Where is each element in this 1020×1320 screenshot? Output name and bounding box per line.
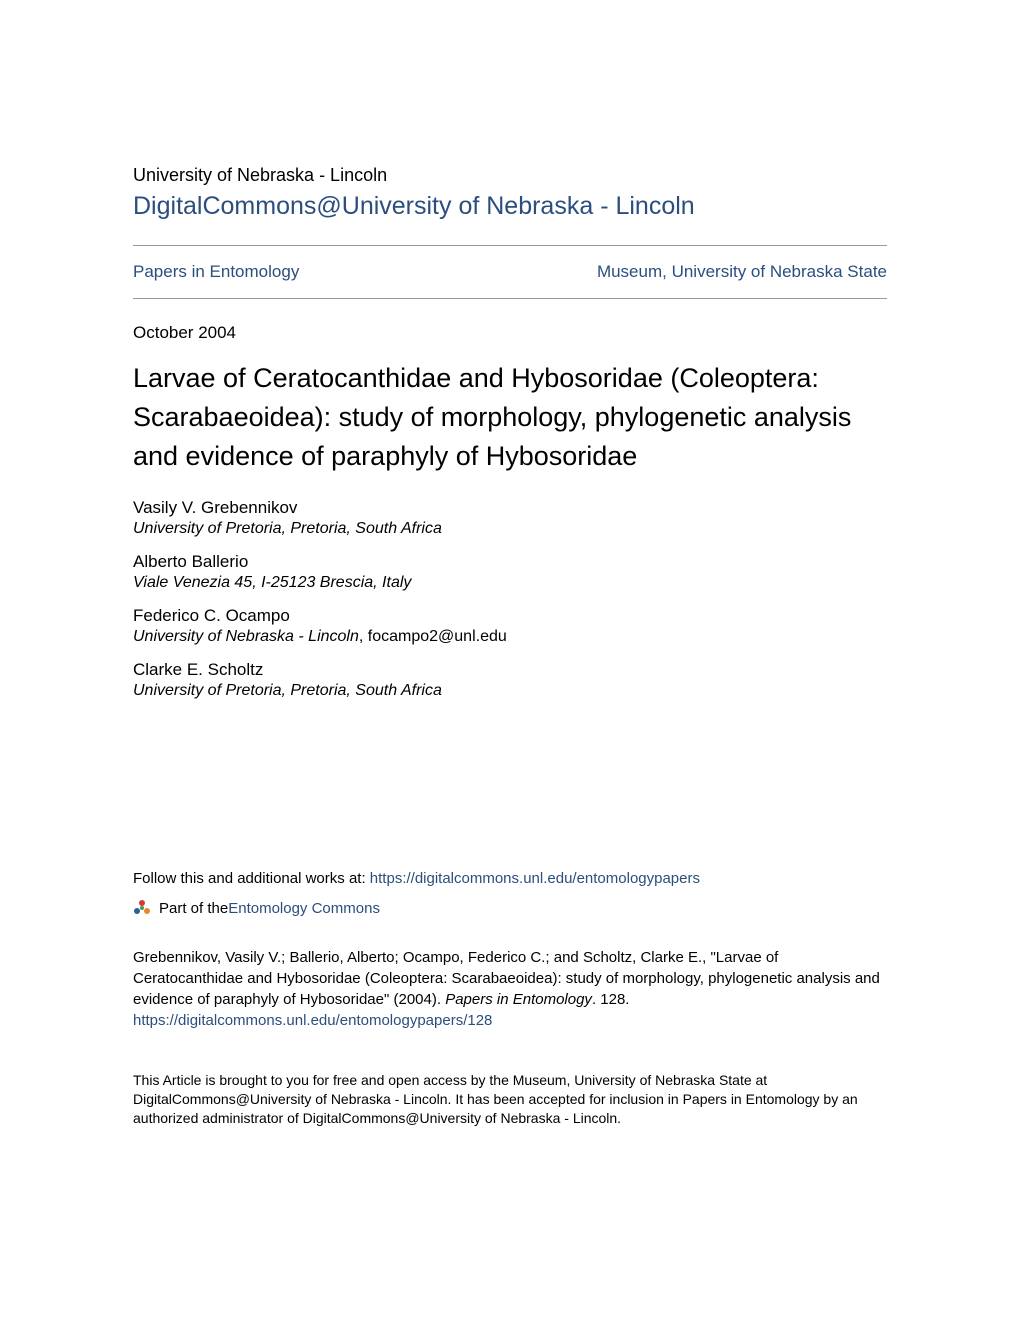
- header-block: University of Nebraska - Lincoln Digital…: [133, 165, 887, 221]
- footer-text: This Article is brought to you for free …: [133, 1071, 887, 1128]
- author-affiliation: University of Pretoria, Pretoria, South …: [133, 520, 887, 538]
- part-of-prefix: Part of the: [159, 900, 228, 917]
- part-of-row: Part of the Entomology Commons: [133, 899, 887, 917]
- author-affiliation: University of Nebraska - Lincoln, focamp…: [133, 628, 887, 646]
- follow-url-link[interactable]: https://digitalcommons.unl.edu/entomolog…: [370, 870, 700, 887]
- breadcrumb: Papers in Entomology Museum, University …: [133, 246, 887, 298]
- follow-section: Follow this and additional works at: htt…: [133, 870, 887, 887]
- repository-link[interactable]: DigitalCommons@University of Nebraska - …: [133, 192, 887, 221]
- divider-bottom: [133, 298, 887, 299]
- author-block-0: Vasily V. Grebennikov University of Pret…: [133, 498, 887, 538]
- author-block-3: Clarke E. Scholtz University of Pretoria…: [133, 660, 887, 700]
- breadcrumb-right-link[interactable]: Museum, University of Nebraska State: [597, 262, 887, 282]
- follow-prefix: Follow this and additional works at:: [133, 870, 370, 887]
- commons-link[interactable]: Entomology Commons: [228, 900, 380, 917]
- author-block-1: Alberto Ballerio Viale Venezia 45, I-251…: [133, 552, 887, 592]
- author-affiliation: Viale Venezia 45, I-25123 Brescia, Italy: [133, 574, 887, 592]
- citation-url-link[interactable]: https://digitalcommons.unl.edu/entomolog…: [133, 1012, 492, 1029]
- author-affiliation: University of Pretoria, Pretoria, South …: [133, 682, 887, 700]
- paper-title: Larvae of Ceratocanthidae and Hybosorida…: [133, 359, 887, 476]
- author-name: Federico C. Ocampo: [133, 606, 887, 626]
- author-block-2: Federico C. Ocampo University of Nebrask…: [133, 606, 887, 646]
- network-icon: [133, 899, 151, 917]
- author-name: Alberto Ballerio: [133, 552, 887, 572]
- author-name: Clarke E. Scholtz: [133, 660, 887, 680]
- citation-number: . 128.: [592, 991, 630, 1008]
- publication-date: October 2004: [133, 323, 887, 343]
- institution-name: University of Nebraska - Lincoln: [133, 165, 887, 186]
- author-name: Vasily V. Grebennikov: [133, 498, 887, 518]
- citation-block: Grebennikov, Vasily V.; Ballerio, Albert…: [133, 947, 887, 1031]
- citation-series: Papers in Entomology: [445, 991, 592, 1008]
- breadcrumb-left-link[interactable]: Papers in Entomology: [133, 262, 299, 282]
